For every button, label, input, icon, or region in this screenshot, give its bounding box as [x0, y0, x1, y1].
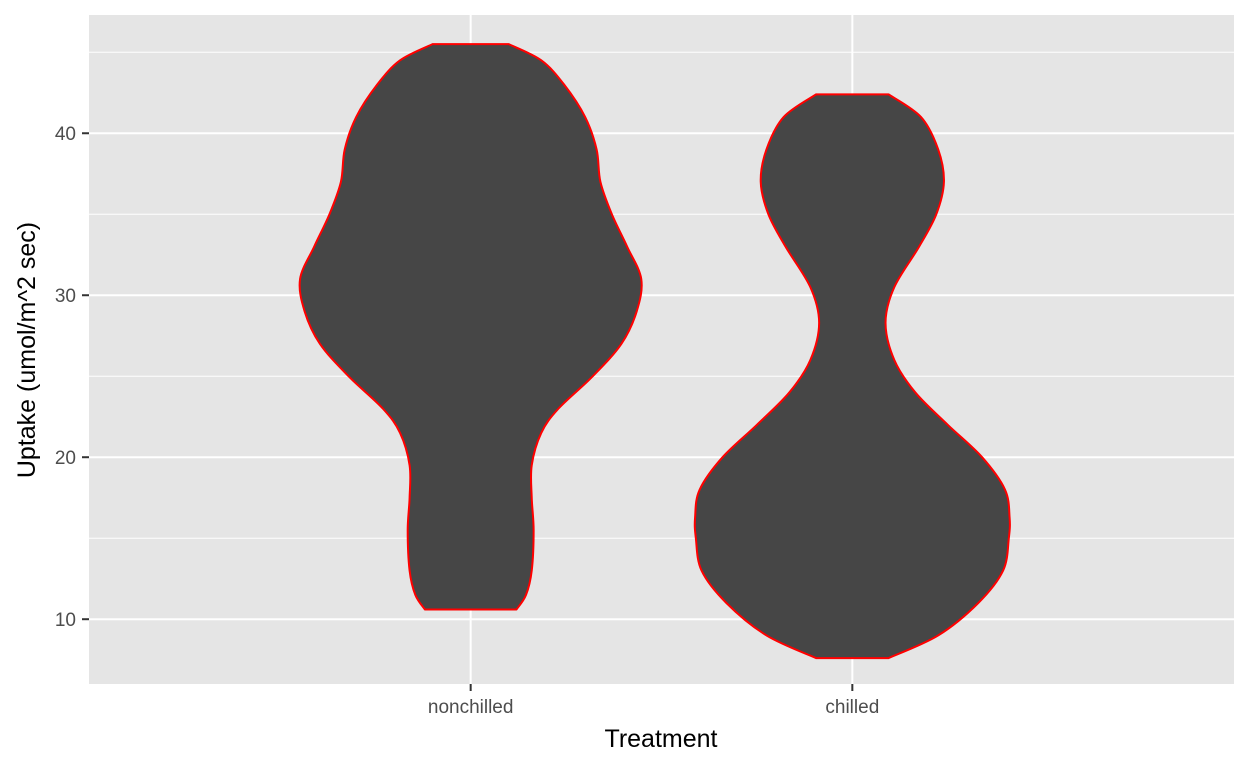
- x-tick-label: nonchilled: [428, 697, 514, 718]
- y-axis: 10 20 30 40: [55, 124, 89, 631]
- y-tick-label: 40: [55, 124, 76, 145]
- y-tick-label: 30: [55, 286, 76, 307]
- x-tick-label: chilled: [825, 697, 879, 718]
- violins: [298, 43, 1011, 660]
- violin-chilled: [693, 93, 1011, 660]
- minor-gridlines: [89, 51, 1234, 539]
- y-tick-label: 10: [55, 610, 76, 631]
- y-axis-title: Uptake (umol/m^2 sec): [13, 222, 41, 478]
- y-tick-label: 20: [55, 448, 76, 469]
- x-axis: nonchilled chilled: [428, 684, 879, 718]
- plot-panel: [89, 15, 1234, 684]
- violin-nonchilled: [298, 43, 643, 611]
- x-axis-title: Treatment: [604, 725, 717, 753]
